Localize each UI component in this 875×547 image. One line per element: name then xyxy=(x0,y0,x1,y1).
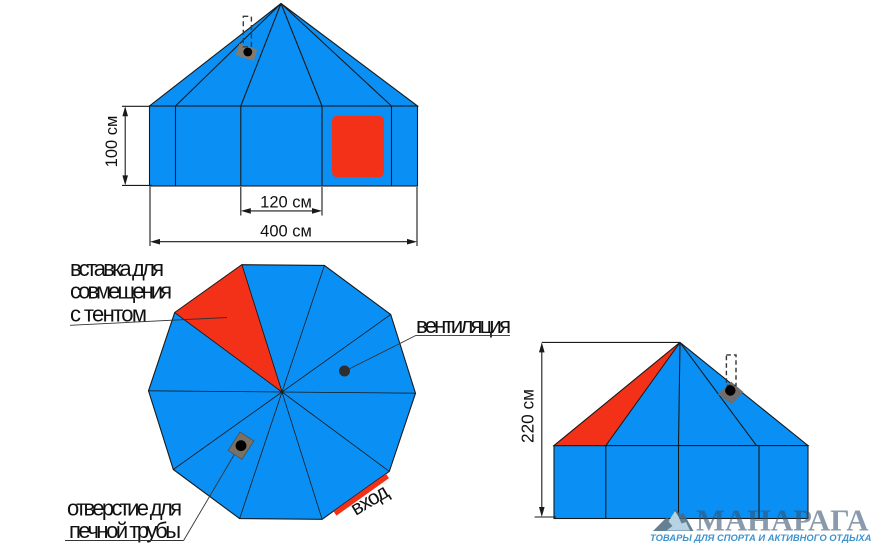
svg-text:100 см: 100 см xyxy=(103,116,121,168)
svg-text:печной трубы: печной трубы xyxy=(69,518,181,543)
svg-text:120 см: 120 см xyxy=(260,194,312,212)
svg-text:ТОВАРЫ ДЛЯ СПОРТА И АКТИВНОГО: ТОВАРЫ ДЛЯ СПОРТА И АКТИВНОГО ОТДЫХА xyxy=(650,532,872,543)
svg-text:с тентом: с тентом xyxy=(70,301,147,326)
svg-text:отверстие для: отверстие для xyxy=(67,496,182,521)
svg-text:вентиляция: вентиляция xyxy=(416,313,511,338)
svg-text:220 см: 220 см xyxy=(518,389,538,443)
svg-text:400 см: 400 см xyxy=(260,223,312,241)
svg-text:совмещения: совмещения xyxy=(70,279,172,304)
svg-text:вставка для: вставка для xyxy=(70,256,164,281)
svg-text:МАНАРАГА: МАНАРАГА xyxy=(696,504,868,538)
